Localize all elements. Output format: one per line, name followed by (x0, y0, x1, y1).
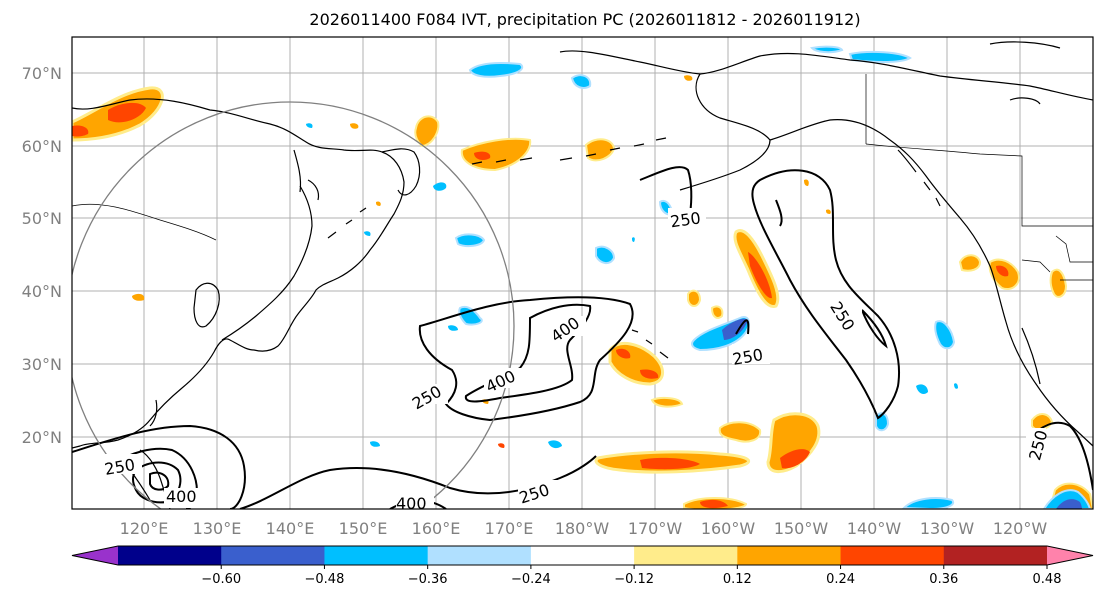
colorbar-tick-label: 0.12 (723, 572, 752, 587)
latitude-labels: 70°N 60°N 50°N 40°N 30°N 20°N (22, 64, 62, 447)
contour-label-250: 250 (669, 208, 702, 231)
lat-label: 30°N (22, 355, 62, 374)
lat-label: 20°N (22, 428, 62, 447)
colorbar-segment (221, 546, 325, 565)
colorbar-segment (634, 546, 738, 565)
longitude-labels: 120°E 130°E 140°E 150°E 160°E 170°E 180°… (120, 519, 1048, 538)
lon-label: 170°W (628, 519, 683, 538)
colorbar-outline (71, 545, 1094, 566)
colorbar-tick-label: −0.36 (408, 572, 448, 587)
coastlines (72, 41, 1093, 509)
precip-positive-areas (72, 75, 1093, 509)
colorbar (71, 545, 1094, 566)
colorbar-segment (530, 546, 635, 565)
colorbar-extend-high (1047, 546, 1093, 565)
colorbar-tick-label: 0.24 (826, 572, 855, 587)
lon-label: 160°E (412, 519, 461, 538)
lon-label: 150°W (774, 519, 829, 538)
lat-label: 40°N (22, 282, 62, 301)
colorbar-tick-label: −0.60 (201, 572, 241, 587)
region-circle (72, 101, 515, 509)
colorbar-tick-label: −0.48 (305, 572, 345, 587)
lon-label: 150°E (339, 519, 388, 538)
lon-label: 120°W (993, 519, 1048, 538)
map-frame (71, 36, 1094, 510)
colorbar-tick-label: −0.12 (614, 572, 654, 587)
precip-negative-areas (306, 45, 1092, 509)
colorbar-tick-labels: −0.60 −0.48 −0.36 −0.24 −0.12 0.12 0.24 0.36 0.4… (201, 565, 1062, 587)
colorbar-tick-label: −0.24 (511, 572, 551, 587)
colorbar-segment (427, 546, 532, 565)
lon-label: 180°W (555, 519, 610, 538)
lon-label: 130°W (920, 519, 975, 538)
colorbar-tick-label: 0.36 (929, 572, 958, 587)
colorbar-tick-label: 0.48 (1033, 572, 1062, 587)
contour-label-400: 400 (166, 487, 197, 506)
lon-label: 160°W (701, 519, 756, 538)
colorbar-segment (840, 546, 945, 565)
colorbar-segment (943, 546, 1048, 565)
contour-labels: 250 250 250 250 250 250 250 400 400 400 … (103, 208, 1051, 513)
colorbar-segment (324, 546, 429, 565)
political-borders (72, 74, 1093, 281)
lon-label: 170°E (485, 519, 534, 538)
lon-label: 140°W (847, 519, 902, 538)
lon-label: 130°E (193, 519, 242, 538)
plot-title: 2026011400 F084 IVT, precipitation PC (2… (309, 10, 861, 29)
lon-label: 120°E (120, 519, 169, 538)
lat-label: 70°N (22, 64, 62, 83)
colorbar-extend-low (72, 546, 118, 565)
colorbar-segment (118, 546, 222, 565)
lon-label: 140°E (266, 519, 315, 538)
gridlines (72, 37, 1093, 509)
lat-label: 50°N (22, 209, 62, 228)
lat-label: 60°N (22, 137, 62, 156)
contour-label-400: 400 (396, 494, 427, 513)
colorbar-segment (737, 546, 842, 565)
